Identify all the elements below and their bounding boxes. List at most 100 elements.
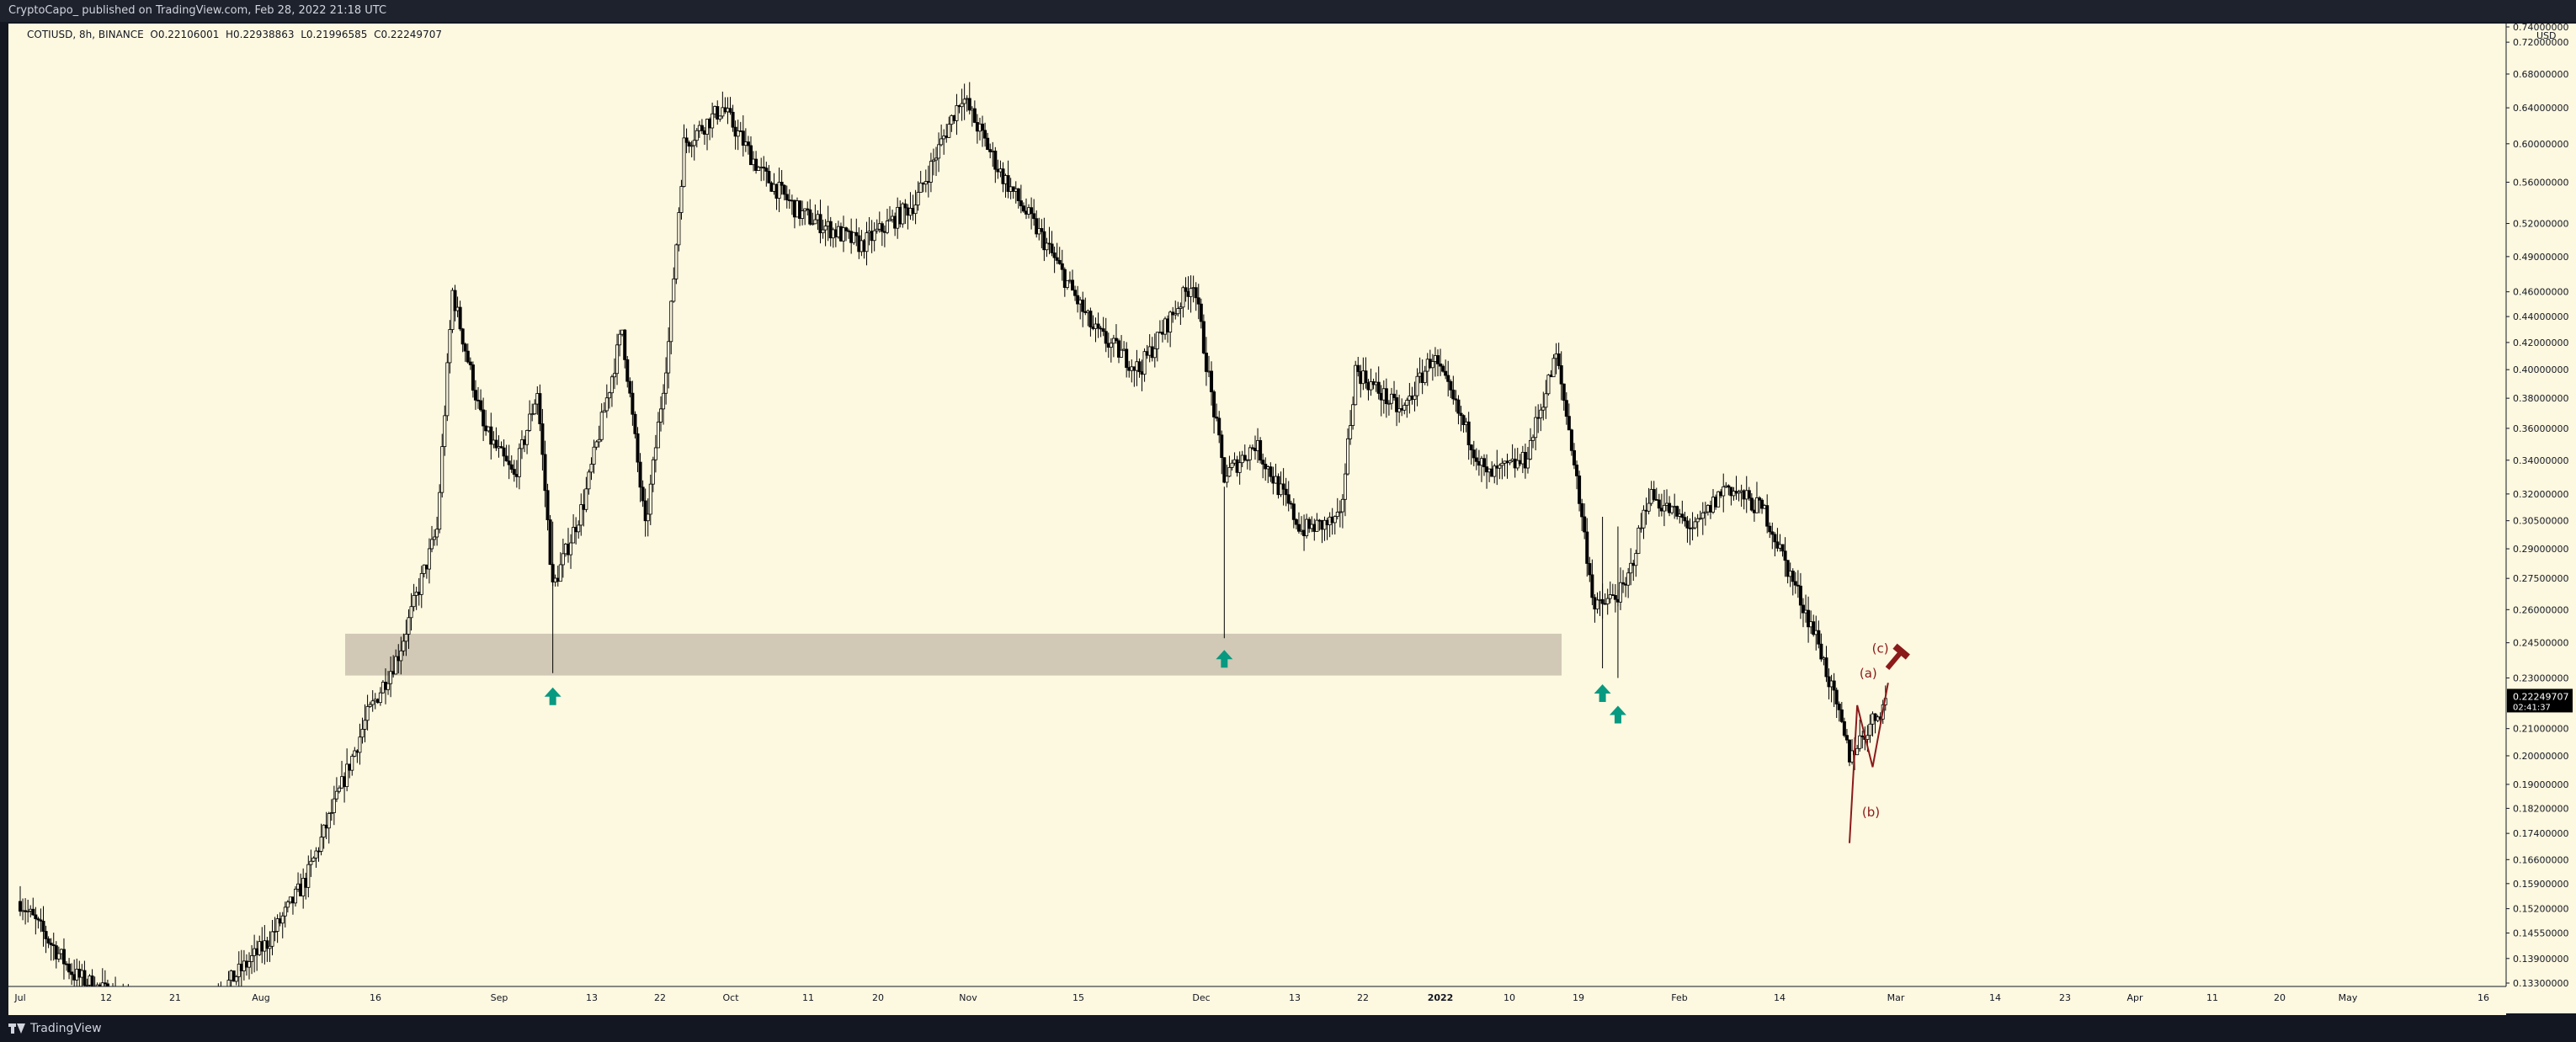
candle-up: [438, 492, 442, 530]
candle-down: [1749, 497, 1754, 511]
candle-down: [1284, 488, 1288, 496]
candle-up: [604, 397, 609, 412]
candle-down: [748, 145, 753, 166]
brand-text[interactable]: TradingView: [30, 1022, 102, 1035]
candle-up: [1670, 506, 1674, 513]
candle-up: [1634, 553, 1638, 566]
candle-down: [468, 361, 472, 365]
candle-up: [407, 617, 411, 635]
candle-up: [594, 441, 599, 448]
candle-down: [684, 137, 689, 143]
price-tick-label: 0.49000000: [2513, 252, 2568, 263]
candle-down: [1032, 213, 1036, 220]
candle-up: [736, 130, 740, 137]
wave-label: (a): [1860, 666, 1877, 681]
candle-down: [1261, 460, 1265, 465]
candle-up: [1531, 437, 1535, 441]
candle-down: [983, 130, 987, 139]
candle-up: [429, 539, 434, 550]
candle-up: [618, 333, 622, 346]
candle-up: [1700, 512, 1705, 519]
legend-close: C0.22249707: [374, 29, 442, 40]
support-zone: [345, 633, 1562, 676]
time-tick-label: 12: [100, 992, 112, 1003]
price-tick-label: 0.23000000: [2513, 673, 2568, 683]
candle-up: [1865, 735, 1870, 740]
price-tick-label: 0.14550000: [2513, 928, 2568, 939]
candle-down: [1559, 365, 1563, 385]
candle-down: [1590, 574, 1594, 598]
time-tick-label: 2022: [1428, 992, 1454, 1003]
candle-down: [1222, 457, 1227, 483]
candle-down: [1435, 355, 1440, 364]
candle-down: [1580, 502, 1584, 518]
time-tick-label: 20: [2274, 992, 2286, 1003]
up-arrow-icon: [1594, 684, 1611, 703]
candle-up: [579, 504, 583, 526]
candle-up: [1354, 364, 1358, 406]
candle-down: [1819, 643, 1823, 660]
candle-up: [1868, 723, 1872, 736]
candle-down: [903, 203, 907, 209]
candle-down: [1384, 388, 1388, 405]
candle-down: [54, 945, 58, 960]
candle-down: [482, 409, 486, 427]
candle-down: [1194, 287, 1198, 299]
up-arrow-icon: [544, 687, 562, 705]
candle-down: [67, 963, 72, 973]
candle-down: [1585, 531, 1589, 564]
candle-down: [90, 976, 94, 987]
candle-down: [1101, 328, 1105, 332]
price-tick-label: 0.17400000: [2513, 828, 2568, 839]
time-tick-label: Feb: [1671, 992, 1687, 1003]
candle-down: [466, 350, 470, 363]
price-tick-label: 0.44000000: [2513, 311, 2568, 322]
candle-up: [1722, 486, 1726, 497]
candle-down: [1564, 400, 1568, 417]
publisher-text: CryptoCapo_ published on TradingView.com…: [8, 4, 387, 17]
candle-up: [1544, 393, 1548, 408]
candle-down: [1006, 175, 1010, 192]
candle-down: [1747, 490, 1751, 499]
price-tick-label: 0.21000000: [2513, 724, 2568, 735]
candle-down: [1780, 544, 1785, 552]
candle-up: [599, 412, 604, 440]
candle-up: [572, 527, 576, 544]
candle-down: [61, 949, 66, 965]
candle-up: [1415, 375, 1419, 396]
candle-down: [1444, 370, 1448, 376]
candle-down: [780, 182, 784, 186]
candle-up: [448, 329, 452, 364]
time-tick-label: Aug: [252, 992, 269, 1003]
candle-up: [1693, 521, 1697, 529]
wave-label: (c): [1872, 641, 1889, 657]
time-tick-label: 16: [2478, 992, 2489, 1003]
price-tag-countdown: 02:41:37: [2513, 703, 2551, 712]
candle-down: [1441, 365, 1445, 372]
candle-down: [806, 208, 810, 210]
candle-down: [1454, 398, 1458, 401]
candle-up: [26, 911, 30, 912]
candle-up: [250, 954, 254, 962]
candle-down: [509, 464, 514, 470]
candle-down: [1060, 263, 1064, 270]
candle-up: [1637, 527, 1641, 554]
candle-up: [327, 813, 331, 829]
candle-up: [1338, 511, 1342, 513]
candle-down: [1760, 499, 1764, 509]
candle-down: [798, 200, 802, 219]
candle-down: [1474, 457, 1478, 462]
candle-down: [687, 141, 691, 147]
candle-down: [623, 329, 627, 360]
candle-up: [334, 790, 338, 800]
candle-down: [1446, 375, 1450, 382]
candle-down: [1047, 242, 1051, 245]
candle-up: [955, 105, 959, 121]
candle-down: [1073, 290, 1078, 296]
candle-up: [1402, 405, 1407, 411]
legend-low: L0.21996585: [301, 29, 368, 40]
candle-up: [1168, 311, 1173, 332]
candle-down: [34, 914, 38, 920]
candle-down: [44, 931, 48, 939]
